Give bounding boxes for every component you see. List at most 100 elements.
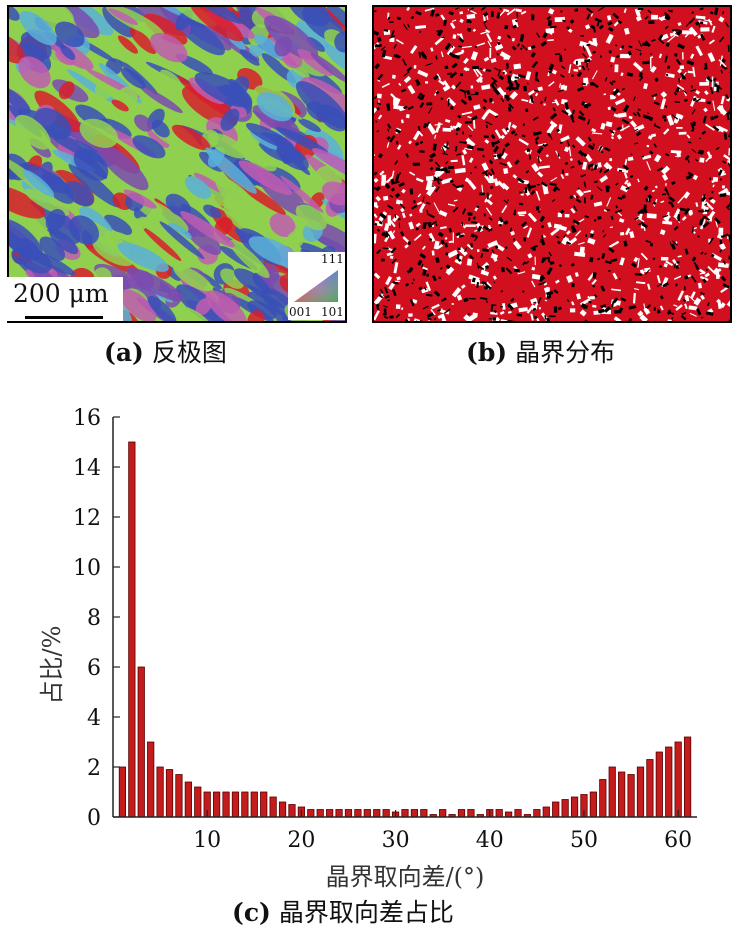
low-angle-boundary xyxy=(685,174,692,180)
grain-interior xyxy=(374,233,377,244)
grain-interior xyxy=(395,304,401,310)
low-angle-boundary xyxy=(560,141,563,144)
grain-interior xyxy=(729,316,730,320)
low-angle-boundary xyxy=(505,96,511,102)
caption-b-text: 晶界分布 xyxy=(515,338,616,367)
grain-interior xyxy=(484,197,493,206)
low-angle-boundary xyxy=(378,153,383,159)
low-angle-boundary xyxy=(684,248,689,255)
low-angle-boundary xyxy=(727,132,730,138)
low-angle-boundary xyxy=(566,299,570,303)
grain-interior xyxy=(629,231,635,239)
grain-interior xyxy=(583,190,592,194)
low-angle-boundary xyxy=(642,42,648,47)
grain-patch xyxy=(143,227,182,262)
low-angle-boundary xyxy=(474,45,478,49)
low-angle-boundary xyxy=(647,9,652,14)
low-angle-boundary xyxy=(523,85,527,92)
bar xyxy=(316,809,324,818)
low-angle-boundary xyxy=(387,204,394,210)
grain-interior xyxy=(616,134,622,140)
grain-interior xyxy=(684,303,688,310)
low-angle-boundary xyxy=(374,10,377,13)
grain-interior xyxy=(481,84,491,91)
low-angle-boundary xyxy=(498,75,505,81)
low-angle-boundary xyxy=(383,29,389,32)
low-angle-boundary xyxy=(727,234,730,240)
low-angle-boundary xyxy=(429,152,437,159)
low-angle-boundary xyxy=(652,257,656,261)
low-angle-boundary xyxy=(672,29,679,31)
low-angle-boundary xyxy=(444,42,452,51)
low-angle-boundary xyxy=(526,82,529,85)
low-angle-boundary xyxy=(724,21,730,28)
grain-interior xyxy=(486,32,493,43)
low-angle-boundary xyxy=(642,60,650,65)
grain-interior xyxy=(549,31,553,36)
low-angle-boundary xyxy=(561,109,569,116)
low-angle-boundary xyxy=(549,182,557,186)
low-angle-boundary xyxy=(402,23,408,30)
low-angle-boundary xyxy=(598,145,603,152)
grain-patch xyxy=(119,289,157,321)
grain-patch xyxy=(248,236,301,268)
grain-interior xyxy=(523,225,528,230)
low-angle-boundary xyxy=(486,192,489,200)
low-angle-boundary xyxy=(714,81,716,87)
low-angle-boundary xyxy=(674,53,678,57)
grain-interior xyxy=(720,95,725,105)
low-angle-boundary xyxy=(601,151,604,154)
low-angle-boundary xyxy=(727,162,730,169)
grain-interior xyxy=(407,84,416,95)
grain-interior xyxy=(624,179,629,185)
low-angle-boundary xyxy=(398,222,401,229)
low-angle-boundary xyxy=(516,12,519,18)
x-tick-label: 30 xyxy=(382,828,410,853)
grain-interior xyxy=(531,280,536,288)
low-angle-boundary xyxy=(494,245,499,249)
low-angle-boundary xyxy=(521,221,528,228)
grain-interior xyxy=(712,184,715,188)
low-angle-boundary xyxy=(652,201,657,205)
low-angle-boundary xyxy=(705,311,714,316)
low-angle-boundary xyxy=(582,53,588,59)
low-angle-boundary xyxy=(574,8,579,12)
grain-interior xyxy=(434,123,443,126)
low-angle-boundary xyxy=(492,317,496,321)
grain-interior xyxy=(564,213,570,218)
low-angle-boundary xyxy=(615,205,619,209)
low-angle-boundary xyxy=(580,174,586,178)
low-angle-boundary xyxy=(597,215,602,220)
low-angle-boundary xyxy=(587,119,591,125)
low-angle-boundary xyxy=(597,7,605,12)
grain-interior xyxy=(531,266,536,271)
grain-interior xyxy=(444,237,448,240)
grain-interior xyxy=(665,72,675,78)
grain-patch xyxy=(68,215,100,245)
grain-interior xyxy=(555,150,561,160)
low-angle-boundary xyxy=(455,126,461,132)
low-angle-boundary xyxy=(536,32,540,38)
low-angle-boundary xyxy=(603,168,610,174)
bar xyxy=(363,809,371,818)
grain-interior xyxy=(559,83,562,88)
low-angle-boundary xyxy=(699,137,701,140)
grain-interior xyxy=(612,95,617,99)
low-angle-boundary xyxy=(644,40,651,48)
low-angle-boundary xyxy=(547,133,551,137)
low-angle-boundary xyxy=(381,258,385,262)
low-angle-boundary xyxy=(413,200,416,204)
low-angle-boundary xyxy=(629,175,634,178)
low-angle-boundary xyxy=(586,43,591,47)
low-angle-boundary xyxy=(399,172,402,175)
low-angle-boundary xyxy=(590,233,594,238)
low-angle-boundary xyxy=(596,186,603,192)
low-angle-boundary xyxy=(702,221,710,228)
low-angle-boundary xyxy=(468,19,473,24)
low-angle-boundary xyxy=(684,275,689,280)
grain-interior xyxy=(433,202,440,213)
grain-interior xyxy=(593,201,603,207)
grain-interior xyxy=(716,298,721,304)
low-angle-boundary xyxy=(409,299,415,307)
grain-interior xyxy=(717,301,722,309)
